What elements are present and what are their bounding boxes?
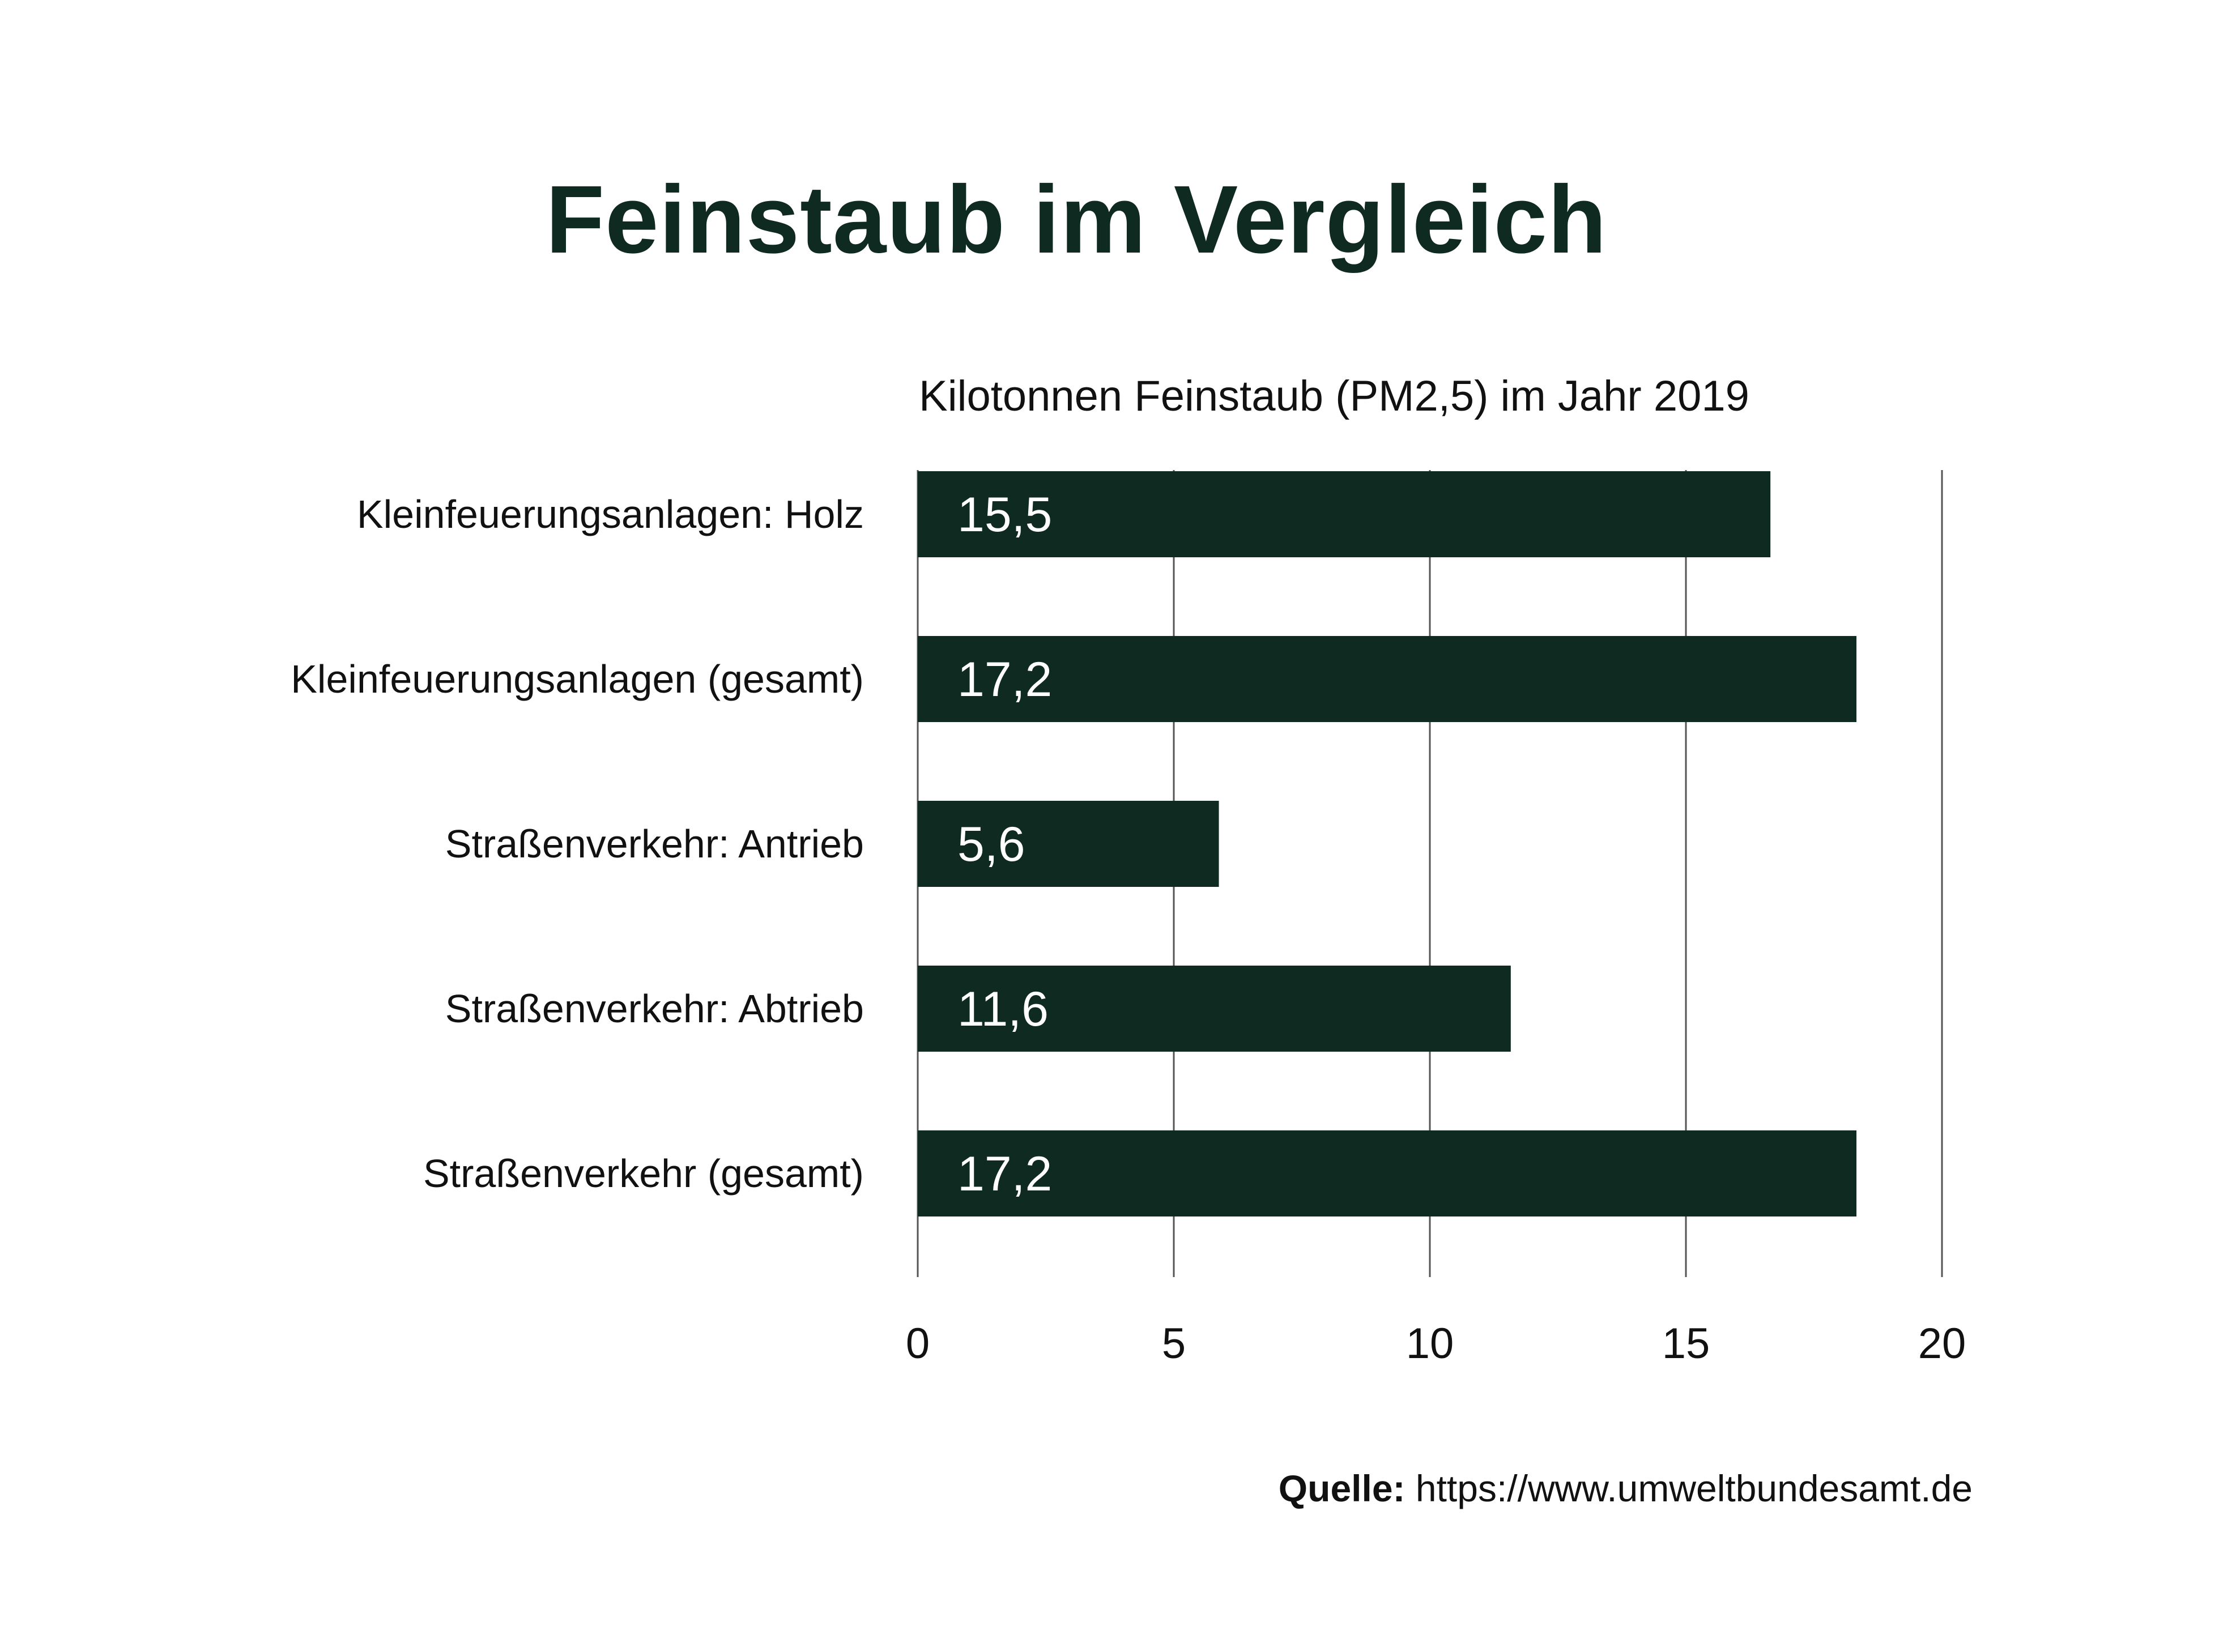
chart-subtitle: Kilotonnen Feinstaub (PM2,5) im Jahr 201… — [919, 372, 1749, 420]
category-label: Kleinfeuerungsanlagen: Holz — [357, 492, 864, 536]
x-tick-label: 0 — [906, 1320, 930, 1368]
bar — [918, 966, 1511, 1052]
bar-value-label: 15,5 — [957, 488, 1052, 542]
category-label: Kleinfeuerungsanlagen (gesamt) — [291, 657, 864, 701]
category-label: Straßenverkehr: Abtrieb — [445, 987, 864, 1031]
bars — [918, 471, 1857, 1216]
bar — [918, 636, 1857, 722]
category-labels: Kleinfeuerungsanlagen: Holz Kleinfeuerung… — [291, 492, 864, 1196]
bar-value-label: 17,2 — [957, 652, 1052, 707]
x-tick-labels: 0 5 10 15 20 — [906, 1320, 1966, 1368]
source-note: Quelle: https://www.umweltbundesamt.de — [1279, 1467, 1973, 1510]
x-tick-label: 20 — [1918, 1320, 1966, 1368]
x-tick-label: 10 — [1406, 1320, 1454, 1368]
bar-value-label: 5,6 — [957, 817, 1025, 872]
bar-value-label: 17,2 — [957, 1147, 1052, 1201]
source-url: https://www.umweltbundesamt.de — [1415, 1467, 1973, 1509]
x-tick-label: 5 — [1162, 1320, 1186, 1368]
bar — [918, 1130, 1857, 1216]
category-label: Straßenverkehr (gesamt) — [423, 1151, 864, 1196]
chart-title: Feinstaub im Vergleich — [546, 166, 1607, 274]
bar — [918, 471, 1771, 557]
value-labels: 15,5 17,2 5,6 11,6 17,2 — [957, 488, 1052, 1201]
bar — [918, 801, 1219, 887]
source-label: Quelle: — [1278, 1467, 1405, 1509]
bar-value-label: 11,6 — [957, 982, 1049, 1036]
category-label: Straßenverkehr: Antrieb — [445, 822, 864, 866]
x-tick-label: 15 — [1662, 1320, 1710, 1368]
